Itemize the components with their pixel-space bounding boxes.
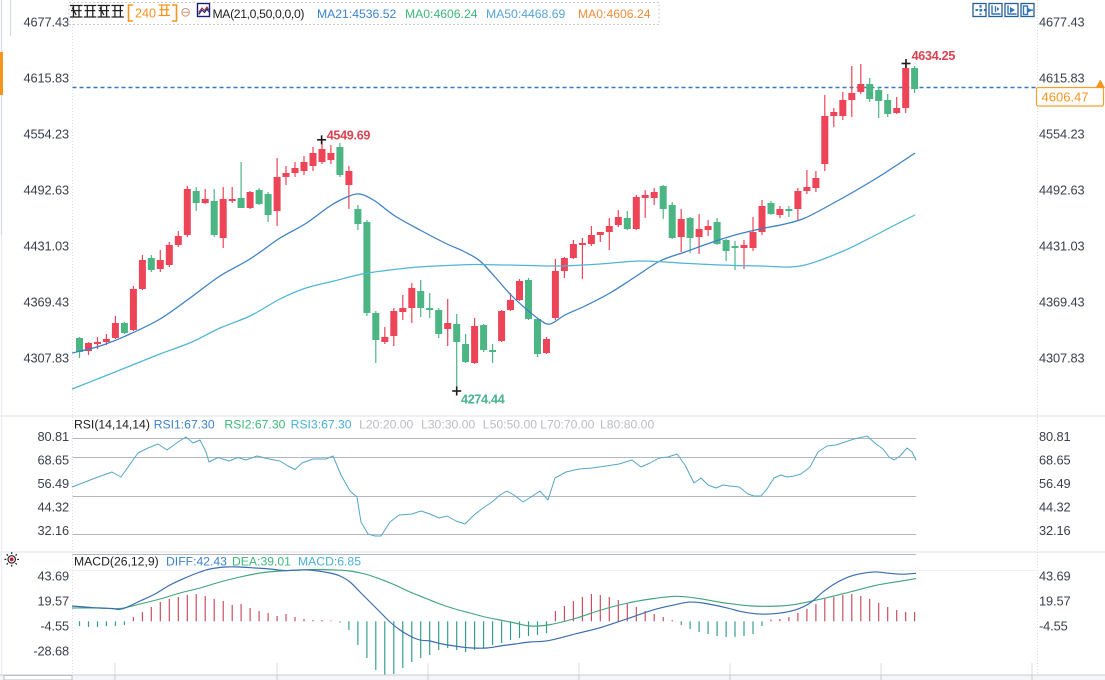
svg-text:68.65: 68.65: [37, 453, 69, 468]
svg-text:DEA:39.01: DEA:39.01: [232, 555, 291, 569]
svg-text:4606.47: 4606.47: [1042, 90, 1089, 105]
svg-text:19.57: 19.57: [1039, 594, 1071, 609]
svg-text:4677.43: 4677.43: [23, 15, 69, 30]
svg-text:MA21:4536.52: MA21:4536.52: [317, 7, 397, 21]
svg-text:-4.55: -4.55: [1039, 619, 1068, 634]
svg-text:4274.44: 4274.44: [461, 392, 505, 406]
svg-text:80.81: 80.81: [37, 429, 69, 444]
svg-text:L50:50.00: L50:50.00: [483, 418, 537, 432]
svg-text:4549.69: 4549.69: [327, 129, 371, 143]
svg-text:RSI(14,14,14): RSI(14,14,14): [74, 418, 150, 432]
svg-text:MACD:6.85: MACD:6.85: [298, 555, 361, 569]
svg-text:MA0:4606.24: MA0:4606.24: [578, 7, 651, 21]
svg-text:RSI2:67.30: RSI2:67.30: [224, 418, 285, 432]
svg-text:4615.83: 4615.83: [23, 71, 69, 86]
svg-text:68.65: 68.65: [1039, 453, 1071, 468]
svg-text:MACD(26,12,9): MACD(26,12,9): [74, 555, 159, 569]
svg-text:DIFF:42.43: DIFF:42.43: [166, 555, 227, 569]
svg-text:19.57: 19.57: [37, 594, 69, 609]
svg-text:-4.55: -4.55: [40, 619, 69, 634]
svg-text:56.49: 56.49: [1039, 476, 1071, 491]
svg-text:43.69: 43.69: [1039, 569, 1071, 584]
svg-text:4369.43: 4369.43: [1039, 295, 1085, 310]
svg-text:32.16: 32.16: [1039, 523, 1071, 538]
svg-text:MA(21,0,50,0,0,0): MA(21,0,50,0,0,0): [213, 7, 305, 21]
svg-text:4431.03: 4431.03: [23, 239, 69, 254]
svg-text:44.32: 44.32: [37, 500, 69, 515]
svg-text:-28.68: -28.68: [33, 644, 69, 659]
svg-text:MA50:4468.69: MA50:4468.69: [486, 7, 566, 21]
svg-text:4554.23: 4554.23: [23, 127, 69, 142]
svg-text:4634.25: 4634.25: [912, 49, 956, 63]
svg-text:43.69: 43.69: [37, 569, 69, 584]
svg-text:MA0:4606.24: MA0:4606.24: [405, 7, 478, 21]
svg-text:4615.83: 4615.83: [1039, 71, 1085, 86]
svg-text:RSI1:67.30: RSI1:67.30: [154, 418, 215, 432]
svg-text:4677.43: 4677.43: [1039, 15, 1085, 30]
svg-text:4492.63: 4492.63: [23, 183, 69, 198]
svg-text:240: 240: [135, 7, 156, 21]
svg-text:4369.43: 4369.43: [23, 295, 69, 310]
svg-text:L70:70.00: L70:70.00: [540, 418, 594, 432]
svg-text:4431.03: 4431.03: [1039, 239, 1085, 254]
svg-text:80.81: 80.81: [1039, 429, 1071, 444]
svg-text:L20:20.00: L20:20.00: [359, 418, 413, 432]
svg-text:4554.23: 4554.23: [1039, 127, 1085, 142]
svg-text:4307.83: 4307.83: [23, 351, 69, 366]
svg-text:32.16: 32.16: [37, 523, 69, 538]
svg-text:L30:30.00: L30:30.00: [421, 418, 475, 432]
svg-text:L80:80.00: L80:80.00: [600, 418, 654, 432]
svg-text:56.49: 56.49: [37, 476, 69, 491]
svg-text:RSI3:67.30: RSI3:67.30: [291, 418, 352, 432]
svg-text:4492.63: 4492.63: [1039, 183, 1085, 198]
svg-text:4307.83: 4307.83: [1039, 351, 1085, 366]
svg-text:44.32: 44.32: [1039, 500, 1071, 515]
